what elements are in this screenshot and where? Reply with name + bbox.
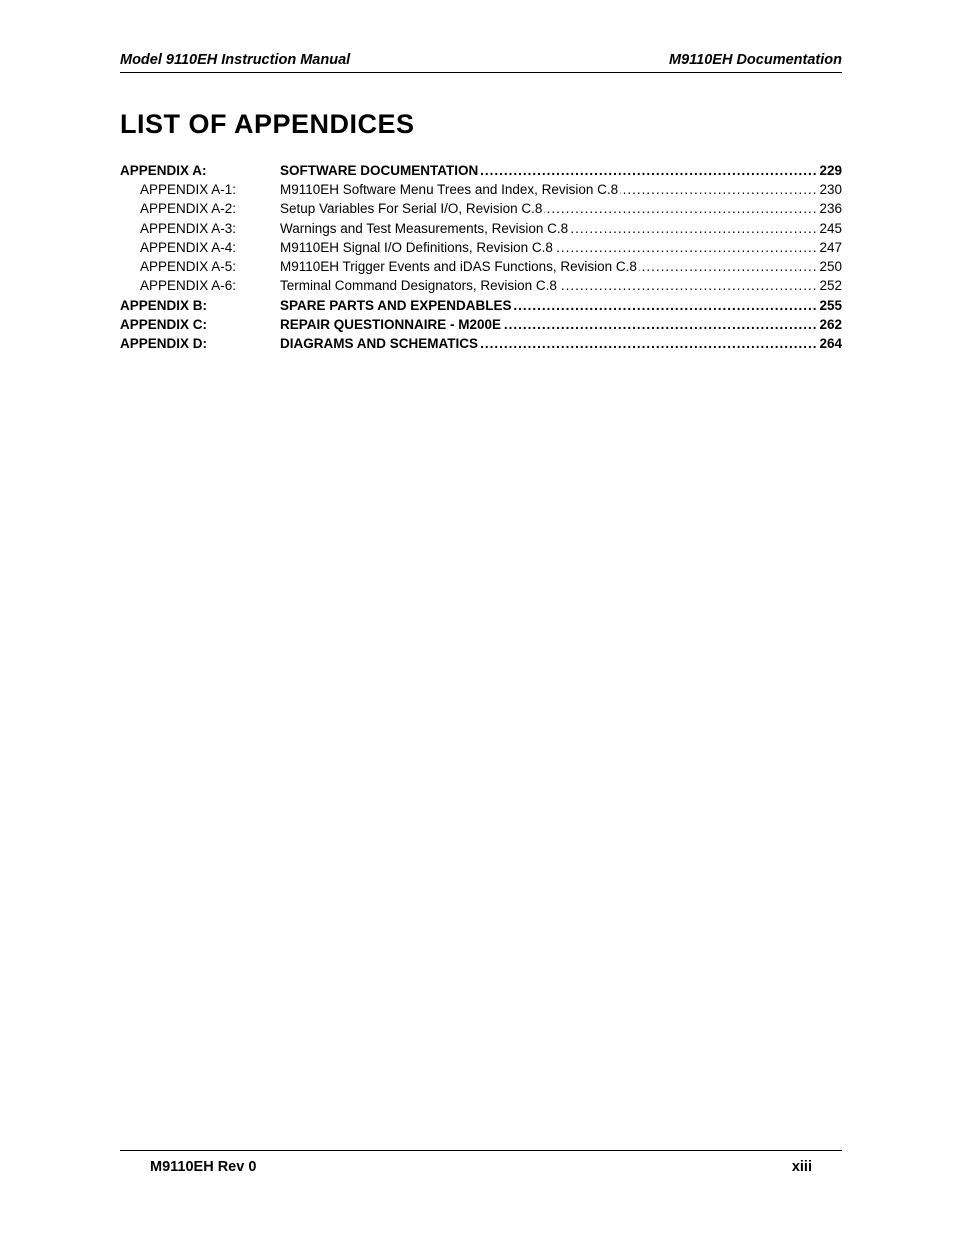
toc-leader-dots [555,239,818,257]
toc-page-number: 250 [819,258,842,276]
toc-row: APPENDIX B:SPARE PARTS AND EXPENDABLES 25… [120,297,842,315]
toc-row: APPENDIX C:REPAIR QUESTIONNAIRE - M200E 2… [120,316,842,334]
toc-page-number: 247 [819,239,842,257]
toc-page-number: 262 [819,316,842,334]
toc-leader-dots [514,297,818,315]
toc-row: APPENDIX A-1:M9110EH Software Menu Trees… [120,181,842,199]
toc-text: REPAIR QUESTIONNAIRE - M200E [280,316,501,334]
toc-leader-dots [503,316,817,334]
toc-leader-dots [480,162,817,180]
toc-row: APPENDIX D:DIAGRAMS AND SCHEMATICS 264 [120,335,842,353]
toc-page-number: 229 [819,162,842,180]
toc-text: SOFTWARE DOCUMENTATION [280,162,478,180]
toc-text: M9110EH Software Menu Trees and Index, R… [280,181,618,199]
toc-leader-dots [559,277,818,295]
running-footer: M9110EH Rev 0 xiii [120,1159,842,1175]
toc-label: APPENDIX B: [120,297,280,315]
toc-label: APPENDIX A: [120,162,280,180]
toc-page-number: 255 [819,297,842,315]
toc-leader-dots [544,200,817,218]
toc-row: APPENDIX A-5:M9110EH Trigger Events and … [120,258,842,276]
footer-rule [120,1150,842,1151]
toc-page-number: 252 [819,277,842,295]
toc-page-number: 230 [819,181,842,199]
page-title: LIST OF APPENDICES [120,109,842,140]
toc-row: APPENDIX A-2:Setup Variables For Serial … [120,200,842,218]
toc-text: DIAGRAMS AND SCHEMATICS [280,335,478,353]
footer-right: xiii [792,1159,812,1175]
toc-row: APPENDIX A-6:Terminal Command Designator… [120,277,842,295]
toc-text: Warnings and Test Measurements, Revision… [280,220,568,238]
toc-text: M9110EH Signal I/O Definitions, Revision… [280,239,553,257]
toc-row: APPENDIX A:SOFTWARE DOCUMENTATION 229 [120,162,842,180]
toc-row: APPENDIX A-3:Warnings and Test Measureme… [120,220,842,238]
toc-page-number: 245 [819,220,842,238]
header-left: Model 9110EH Instruction Manual [120,52,350,68]
toc-label: APPENDIX A-4: [120,239,280,257]
header-right: M9110EH Documentation [669,52,842,68]
running-header: Model 9110EH Instruction Manual M9110EH … [120,52,842,73]
toc-leader-dots [480,335,817,353]
toc-leader-dots [639,258,818,276]
toc-row: APPENDIX A-4:M9110EH Signal I/O Definiti… [120,239,842,257]
toc-text: Terminal Command Designators, Revision C… [280,277,557,295]
toc-text: Setup Variables For Serial I/O, Revision… [280,200,542,218]
toc-label: APPENDIX A-6: [120,277,280,295]
toc-page-number: 236 [819,200,842,218]
toc-page-number: 264 [819,335,842,353]
footer-left: M9110EH Rev 0 [150,1159,256,1175]
toc-label: APPENDIX A-2: [120,200,280,218]
toc-label: APPENDIX A-3: [120,220,280,238]
toc-text: M9110EH Trigger Events and iDAS Function… [280,258,637,276]
toc-text: SPARE PARTS AND EXPENDABLES [280,297,512,315]
toc-leader-dots [570,220,817,238]
toc-label: APPENDIX D: [120,335,280,353]
table-of-contents: APPENDIX A:SOFTWARE DOCUMENTATION229APPE… [120,162,842,353]
toc-leader-dots [620,181,817,199]
toc-label: APPENDIX A-5: [120,258,280,276]
toc-label: APPENDIX A-1: [120,181,280,199]
toc-label: APPENDIX C: [120,316,280,334]
